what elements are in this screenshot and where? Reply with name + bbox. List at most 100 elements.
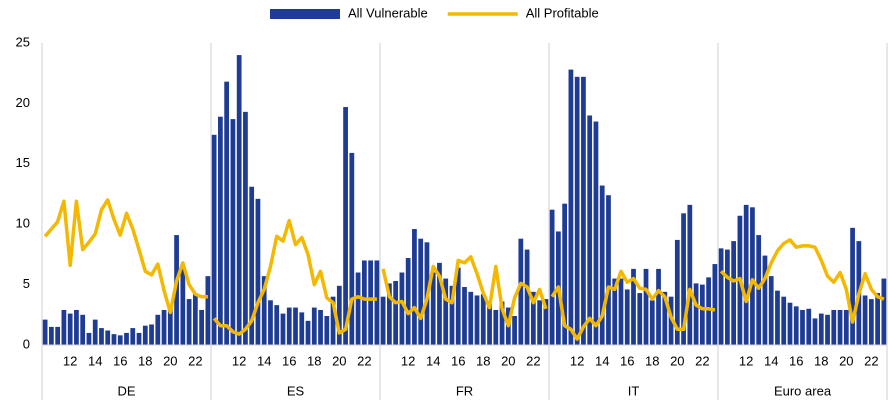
bar xyxy=(462,287,467,345)
bar xyxy=(224,81,230,345)
x-tick-label: 20 xyxy=(332,353,346,368)
bar xyxy=(731,241,737,345)
y-tick-label: 10 xyxy=(16,216,30,231)
bar xyxy=(280,313,286,345)
legend-label: All Vulnerable xyxy=(348,5,428,20)
bar xyxy=(174,235,179,345)
x-tick-label: 16 xyxy=(451,353,465,368)
bar xyxy=(437,262,442,345)
bar xyxy=(712,264,718,345)
bar xyxy=(274,305,280,345)
bar xyxy=(618,278,624,345)
x-tick-label: 14 xyxy=(595,353,609,368)
bar xyxy=(624,289,630,345)
y-tick-label: 15 xyxy=(16,155,30,170)
bar xyxy=(787,302,793,345)
bar xyxy=(142,325,148,345)
bar xyxy=(167,308,173,345)
bar xyxy=(324,316,330,345)
x-tick-label: 22 xyxy=(695,353,709,368)
bar xyxy=(699,284,705,345)
x-tick-label: 18 xyxy=(814,353,828,368)
y-tick-label: 20 xyxy=(16,95,30,110)
x-tick-label: 12 xyxy=(63,353,77,368)
bar xyxy=(706,277,711,345)
bar xyxy=(211,134,217,345)
group-label: IT xyxy=(628,383,640,398)
bar xyxy=(399,272,405,345)
bar xyxy=(161,309,167,345)
bar xyxy=(843,309,849,345)
bar xyxy=(393,280,399,345)
bar xyxy=(286,307,292,345)
bar xyxy=(155,314,161,345)
bar xyxy=(743,204,749,345)
x-tick-label: 18 xyxy=(307,353,321,368)
x-tick-label: 18 xyxy=(138,353,152,368)
bar xyxy=(192,294,198,345)
bar xyxy=(268,300,273,345)
bar xyxy=(430,272,436,345)
bar xyxy=(480,294,486,345)
bar xyxy=(725,249,730,345)
line xyxy=(212,218,377,336)
bar xyxy=(612,278,618,345)
x-tick-label: 22 xyxy=(357,353,371,368)
bar xyxy=(99,328,104,345)
bar xyxy=(205,276,211,345)
bar xyxy=(80,314,86,345)
x-tick-label: 16 xyxy=(620,353,634,368)
bar xyxy=(318,309,323,345)
bar xyxy=(562,203,568,345)
bar xyxy=(218,116,223,345)
bar xyxy=(293,307,298,345)
bar xyxy=(255,198,261,345)
bar xyxy=(249,186,255,345)
x-tick-label: 12 xyxy=(570,353,584,368)
bar xyxy=(136,332,142,345)
bar xyxy=(67,313,73,345)
bar xyxy=(800,309,805,345)
bar xyxy=(587,115,593,345)
bar xyxy=(831,309,837,345)
x-tick-label: 20 xyxy=(839,353,853,368)
x-tick-label: 18 xyxy=(476,353,490,368)
bar xyxy=(574,76,580,345)
bar xyxy=(549,209,555,345)
bar xyxy=(806,308,812,345)
x-tick-label: 22 xyxy=(864,353,878,368)
bar xyxy=(449,285,455,345)
bar xyxy=(149,324,154,345)
bar xyxy=(468,291,474,345)
x-tick-label: 16 xyxy=(282,353,296,368)
bar xyxy=(537,300,542,345)
bar xyxy=(825,314,830,345)
bar xyxy=(750,207,755,345)
x-tick-label: 12 xyxy=(232,353,246,368)
bar xyxy=(837,309,843,345)
bar xyxy=(862,295,868,345)
bar xyxy=(74,309,79,345)
bar xyxy=(474,295,480,345)
bar xyxy=(662,291,668,345)
bar xyxy=(311,307,317,345)
bar xyxy=(105,330,111,345)
bar xyxy=(455,267,461,345)
bar xyxy=(355,272,361,345)
bar xyxy=(261,276,267,345)
x-tick-label: 22 xyxy=(526,353,540,368)
x-tick-label: 12 xyxy=(739,353,753,368)
bar xyxy=(412,229,417,345)
bar xyxy=(687,204,693,345)
bar xyxy=(61,309,67,345)
line xyxy=(719,238,885,324)
bar xyxy=(124,332,129,345)
line xyxy=(550,269,716,341)
legend-swatch xyxy=(270,9,340,19)
bar xyxy=(361,260,367,345)
bar xyxy=(606,195,611,345)
x-tick-label: 22 xyxy=(188,353,202,368)
group-label: FR xyxy=(456,383,473,398)
y-tick-label: 5 xyxy=(23,276,30,291)
bar xyxy=(718,248,724,345)
